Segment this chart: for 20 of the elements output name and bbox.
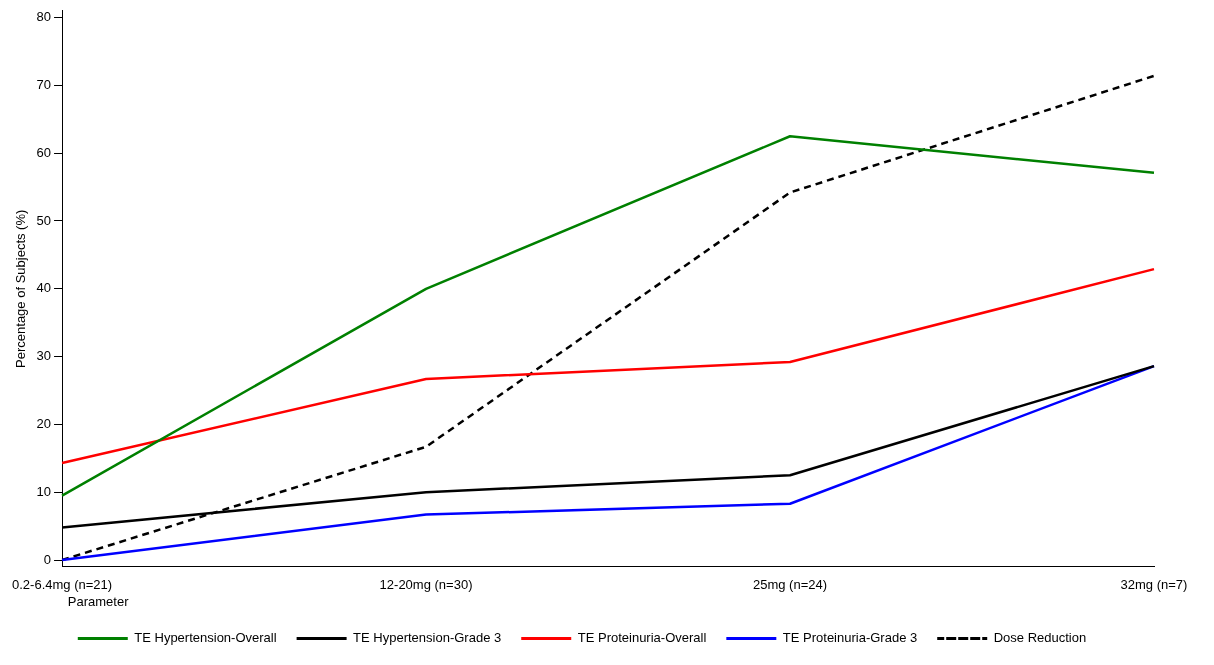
legend-label: TE Proteinuria-Overall: [577, 630, 707, 646]
y-tick-label: 50: [36, 212, 52, 228]
y-tick-label: 0: [43, 551, 52, 567]
legend-label: Dose Reduction: [993, 630, 1087, 646]
x-tick-label: 25mg (n=24): [752, 577, 828, 593]
y-tick-label: 80: [36, 9, 52, 25]
y-tick-label: 60: [36, 144, 52, 160]
y-axis-title: Percentage of Subjects (%): [13, 209, 29, 368]
legend-label: TE Hypertension-Grade 3: [353, 630, 502, 646]
y-tick-label: 70: [36, 76, 52, 92]
y-tick-label: 20: [36, 415, 52, 431]
y-tick-label: 40: [36, 280, 52, 296]
y-tick-label: 30: [36, 348, 52, 364]
x-tick-label: 32mg (n=7): [1120, 577, 1188, 593]
legend-title: Parameter: [67, 594, 130, 610]
x-tick-label: 0.2-6.4mg (n=21): [12, 577, 113, 593]
x-tick-label: 12-20mg (n=30): [379, 577, 473, 593]
legend-label: TE Hypertension-Overall: [134, 630, 277, 646]
legend-label: TE Proteinuria-Grade 3: [782, 630, 918, 646]
y-tick-label: 10: [36, 483, 52, 499]
